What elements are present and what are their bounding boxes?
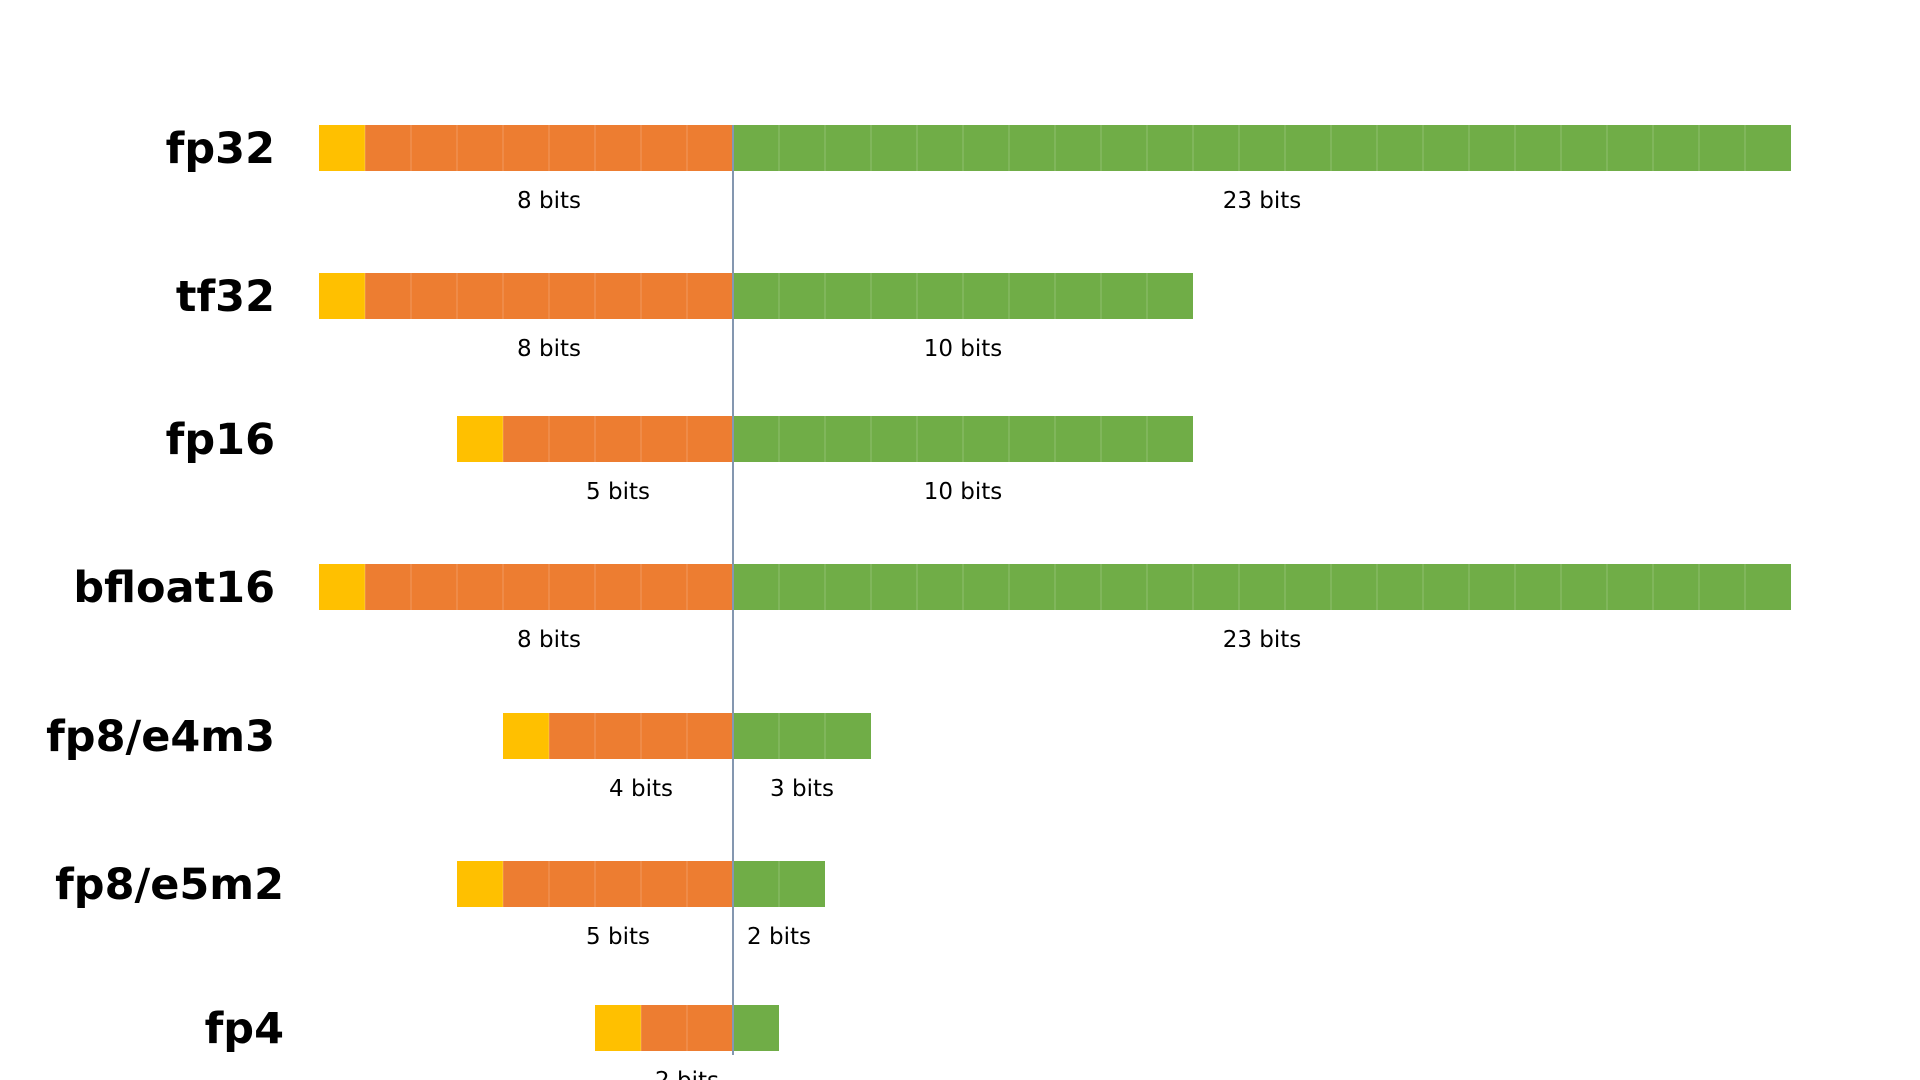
format-row-fp8-e4m3: fp8/e4m3 4 bits 3 bits [46,712,871,802]
format-rows: fp32 8 bits 23 bits tf32 8 bits 10 bits fp16 5 … [46,124,1791,1080]
exponent-segment-fp4 [641,1005,733,1051]
mantissa-segment-fp16 [733,416,1193,462]
mantissa-segment-fp4 [733,1005,779,1051]
mantissa-bits-label-fp8-e5m2: 2 bits [747,924,811,950]
sign-segment-bfloat16 [319,564,365,610]
exponent-segment-fp16 [503,416,733,462]
sign-segment-fp8-e5m2 [457,861,503,907]
exponent-bits-label-bfloat16: 8 bits [517,627,581,653]
format-name-tf32: tf32 [176,272,275,322]
mantissa-bits-label-tf32: 10 bits [924,336,1003,362]
exponent-segment-fp32 [365,125,733,171]
mantissa-segment-fp8-e5m2 [733,861,825,907]
exponent-segment-bfloat16 [365,564,733,610]
exponent-bits-label-fp8-e5m2: 5 bits [586,924,650,950]
mantissa-bits-label-fp32: 23 bits [1223,188,1302,214]
format-row-fp32: fp32 8 bits 23 bits [166,124,1791,214]
format-name-fp32: fp32 [166,124,275,174]
exponent-bits-label-tf32: 8 bits [517,336,581,362]
format-row-tf32: tf32 8 bits 10 bits [176,272,1193,362]
format-name-bfloat16: bfloat16 [73,563,275,613]
mantissa-segment-fp8-e4m3 [733,713,871,759]
mantissa-bits-label-bfloat16: 23 bits [1223,627,1302,653]
sign-segment-tf32 [319,273,365,319]
format-name-fp4: fp4 [205,1004,284,1054]
mantissa-bits-label-fp16: 10 bits [924,479,1003,505]
exponent-segment-fp8-e4m3 [549,713,733,759]
exponent-bits-label-fp16: 5 bits [586,479,650,505]
exponent-segment-fp8-e5m2 [503,861,733,907]
format-name-fp8-e4m3: fp8/e4m3 [46,712,275,762]
exponent-bits-label-fp8-e4m3: 4 bits [609,776,673,802]
format-name-fp8-e5m2: fp8/e5m2 [55,860,284,910]
sign-segment-fp16 [457,416,503,462]
format-row-fp4: fp4 2 bits [205,1004,779,1080]
mantissa-segment-tf32 [733,273,1193,319]
format-row-bfloat16: bfloat16 8 bits 23 bits [73,563,1791,653]
sign-segment-fp32 [319,125,365,171]
exponent-bits-label-fp4: 2 bits [655,1068,719,1080]
format-row-fp16: fp16 5 bits 10 bits [166,415,1193,505]
mantissa-segment-fp32 [733,125,1791,171]
sign-segment-fp4 [595,1005,641,1051]
format-name-fp16: fp16 [166,415,275,465]
exponent-bits-label-fp32: 8 bits [517,188,581,214]
mantissa-segment-bfloat16 [733,564,1791,610]
sign-segment-fp8-e4m3 [503,713,549,759]
exponent-segment-tf32 [365,273,733,319]
format-row-fp8-e5m2: fp8/e5m2 5 bits 2 bits [55,860,825,950]
mantissa-bits-label-fp8-e4m3: 3 bits [770,776,834,802]
